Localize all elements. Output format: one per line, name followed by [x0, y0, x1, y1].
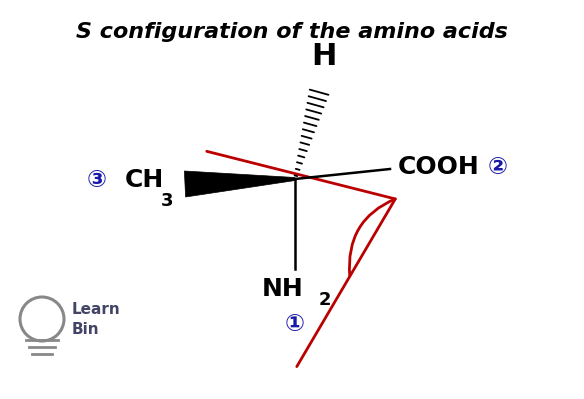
FancyArrowPatch shape: [207, 151, 395, 367]
Text: 2: 2: [319, 291, 332, 309]
Text: ③: ③: [87, 168, 107, 192]
Text: 3: 3: [161, 192, 173, 210]
Text: CH: CH: [125, 168, 164, 192]
Polygon shape: [185, 171, 295, 197]
Text: H: H: [311, 42, 337, 71]
Text: NH: NH: [262, 277, 304, 301]
Text: COOH: COOH: [398, 155, 479, 179]
Text: ②: ②: [488, 155, 508, 179]
Text: ①: ①: [285, 312, 305, 336]
Text: Learn: Learn: [72, 302, 121, 316]
Text: S configuration of the amino acids: S configuration of the amino acids: [76, 22, 508, 42]
Text: Bin: Bin: [72, 322, 100, 336]
